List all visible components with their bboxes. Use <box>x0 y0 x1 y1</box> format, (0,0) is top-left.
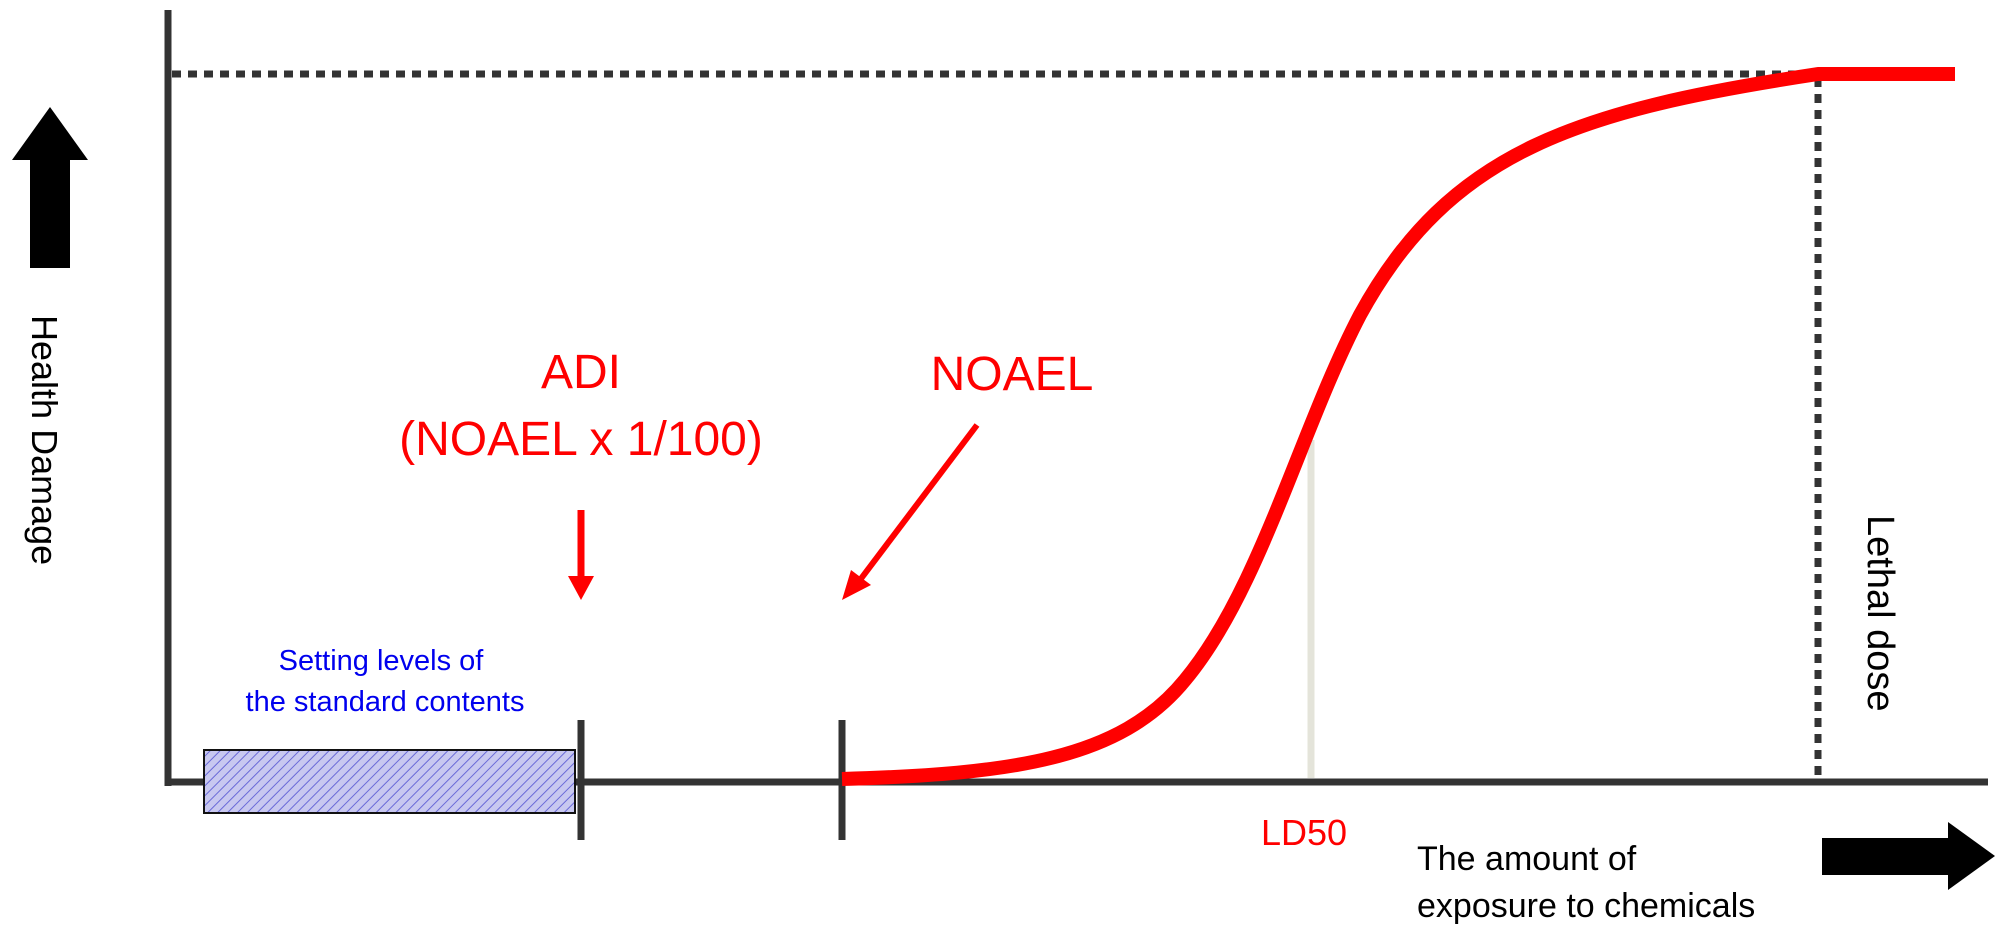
standard-contents-label-line2: the standard contents <box>246 686 525 718</box>
standard-contents-bar <box>203 749 576 814</box>
ld50-label: LD50 <box>1261 812 1347 853</box>
lethal-dose-label: Lethal dose <box>1859 515 1901 712</box>
x-axis-label-line2: exposure to chemicals <box>1417 887 1755 925</box>
x-axis-label-line1: The amount of <box>1417 840 1637 878</box>
dose-response-curve <box>841 67 1955 786</box>
arrow-right-icon <box>1822 822 1995 890</box>
adi-formula-label: (NOAEL x 1/100) <box>399 413 763 466</box>
adi-label: ADI <box>541 346 621 399</box>
noael-label: NOAEL <box>931 348 1094 401</box>
standard-contents-label-line1: Setting levels of <box>279 645 485 677</box>
arrow-up-icon <box>12 107 88 268</box>
y-axis-label: Health Damage <box>24 315 65 565</box>
noael-arrow-shaft <box>857 423 980 582</box>
noael-arrow-head <box>842 570 871 600</box>
adi-arrow-head <box>568 576 594 600</box>
